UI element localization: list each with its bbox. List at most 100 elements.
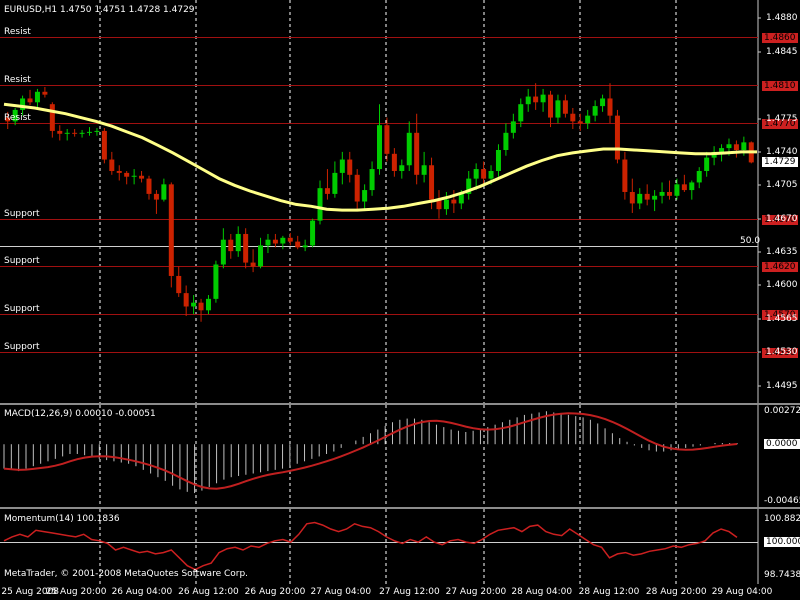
price-tick-label: 1.4705 bbox=[766, 180, 798, 190]
candle-bear bbox=[57, 130, 63, 134]
level-label: Support bbox=[4, 303, 40, 314]
time-label: 27 Aug 20:00 bbox=[445, 587, 507, 597]
candle-bear bbox=[384, 125, 390, 154]
level-price-box: 1.4810 bbox=[762, 80, 798, 91]
candle-bull bbox=[220, 239, 226, 265]
candle-bear bbox=[116, 170, 122, 173]
candle-bull bbox=[719, 148, 725, 152]
candle-bear bbox=[451, 199, 457, 204]
candle-bull bbox=[131, 175, 137, 177]
candle-bear bbox=[168, 184, 174, 276]
macd-tick-label: 0.00272 bbox=[764, 406, 800, 416]
candle-bull bbox=[377, 125, 382, 170]
level-label: Support bbox=[4, 341, 40, 352]
time-label: 29 Aug 04:00 bbox=[711, 587, 773, 597]
candle-bear bbox=[354, 174, 360, 202]
candle-bear bbox=[414, 132, 420, 175]
candle-bear bbox=[139, 175, 145, 179]
level-price-box: 1.4620 bbox=[762, 261, 798, 272]
level-price-box: 1.4860 bbox=[762, 32, 798, 43]
candle-bull bbox=[466, 178, 472, 194]
macd-chart-svg bbox=[3, 405, 759, 507]
candle-bear bbox=[176, 275, 182, 294]
candle-bull bbox=[473, 169, 479, 179]
level-label: Support bbox=[4, 208, 40, 219]
price-tick-label: 1.4670 bbox=[766, 214, 798, 224]
candle-bull bbox=[555, 100, 561, 118]
level-price-box: 1.4670 bbox=[762, 214, 798, 225]
price-tick-label: 1.4775 bbox=[766, 114, 798, 124]
price-tick-label: 1.4495 bbox=[766, 381, 798, 391]
time-label: 25 Aug 20:00 bbox=[45, 587, 107, 597]
candle-bull bbox=[652, 195, 658, 200]
candle-bull bbox=[406, 132, 412, 166]
time-label: 27 Aug 12:00 bbox=[379, 587, 440, 597]
candle-bear bbox=[250, 262, 256, 267]
candle-bear bbox=[109, 159, 115, 171]
level-price-box: 1.4570 bbox=[762, 309, 798, 320]
candle-bull bbox=[540, 94, 546, 103]
main-price-pane[interactable]: EURUSD,H1 1.4750 1.4751 1.4728 1.4729 50… bbox=[0, 0, 800, 404]
time-label: 28 Aug 20:00 bbox=[645, 587, 707, 597]
candle-bull bbox=[20, 98, 26, 110]
price-tick-label: 1.4600 bbox=[766, 280, 798, 290]
time-label: 27 Aug 04:00 bbox=[310, 587, 372, 597]
level-label: Resist bbox=[4, 74, 31, 85]
candle-bull bbox=[704, 157, 710, 171]
candle-bull bbox=[265, 239, 271, 246]
macd-pane[interactable]: MACD(12,26,9) 0.00010 -0.00051 0.00272 0.… bbox=[0, 405, 800, 507]
candle-bear bbox=[287, 237, 293, 242]
candle-bull bbox=[362, 190, 368, 202]
macd-signal-line bbox=[3, 412, 738, 490]
candle-bull bbox=[258, 245, 264, 267]
candle-bull bbox=[34, 91, 40, 103]
macd-tick-label: -0.00465 bbox=[764, 496, 800, 506]
candle-bull bbox=[12, 109, 18, 122]
price-tick-label: 1.4530 bbox=[766, 347, 798, 357]
candle-bull bbox=[191, 302, 197, 307]
candle-bear bbox=[607, 98, 613, 116]
candle-bull bbox=[443, 199, 449, 210]
momentum-pane[interactable]: Momentum(14) 100.1836 MetaTrader, © 2001… bbox=[0, 509, 800, 584]
candle-bull bbox=[696, 170, 702, 183]
candle-bull bbox=[205, 298, 211, 311]
candle-bear bbox=[295, 241, 301, 248]
level-label: Support bbox=[4, 255, 40, 266]
candle-bear bbox=[562, 100, 568, 114]
candle-bull bbox=[94, 130, 100, 132]
candle-bear bbox=[429, 165, 435, 200]
candle-bull bbox=[659, 191, 665, 196]
candle-bear bbox=[183, 293, 189, 307]
level-label: Resist bbox=[4, 112, 31, 123]
candle-bear bbox=[733, 144, 739, 150]
candle-bear bbox=[644, 193, 650, 200]
candle-bull bbox=[585, 115, 591, 124]
candle-bear bbox=[27, 98, 33, 103]
candle-bear bbox=[577, 121, 583, 124]
candle-bull bbox=[280, 237, 286, 244]
current-price-box: 1.4729 bbox=[762, 157, 798, 167]
candle-bear bbox=[436, 199, 442, 210]
time-axis: 25 Aug 2008 25 Aug 20:00 26 Aug 04:00 26 Au… bbox=[0, 584, 800, 600]
candle-bear bbox=[548, 94, 554, 118]
time-label: 26 Aug 12:00 bbox=[178, 587, 239, 597]
candle-bull bbox=[64, 132, 70, 134]
price-tick-label: 1.4845 bbox=[766, 47, 798, 57]
momentum-tick-label: 100.0000 bbox=[764, 537, 800, 547]
pane-separator[interactable] bbox=[0, 403, 800, 405]
price-chart-svg[interactable] bbox=[0, 0, 800, 404]
candle-bull bbox=[87, 131, 93, 133]
ma50-line bbox=[3, 102, 757, 212]
pane-separator[interactable] bbox=[0, 507, 800, 509]
candle-bear bbox=[49, 104, 55, 131]
candle-bear bbox=[124, 172, 130, 177]
level-price-box: 1.4770 bbox=[762, 118, 798, 129]
candle-bear bbox=[228, 239, 234, 252]
candle-bear bbox=[243, 233, 249, 263]
candle-bear bbox=[42, 91, 48, 95]
candle-bull bbox=[317, 188, 323, 221]
candle-bear bbox=[347, 159, 353, 175]
momentum-chart-svg bbox=[0, 509, 759, 584]
time-label: 28 Aug 04:00 bbox=[511, 587, 573, 597]
candle-bear bbox=[533, 96, 539, 103]
